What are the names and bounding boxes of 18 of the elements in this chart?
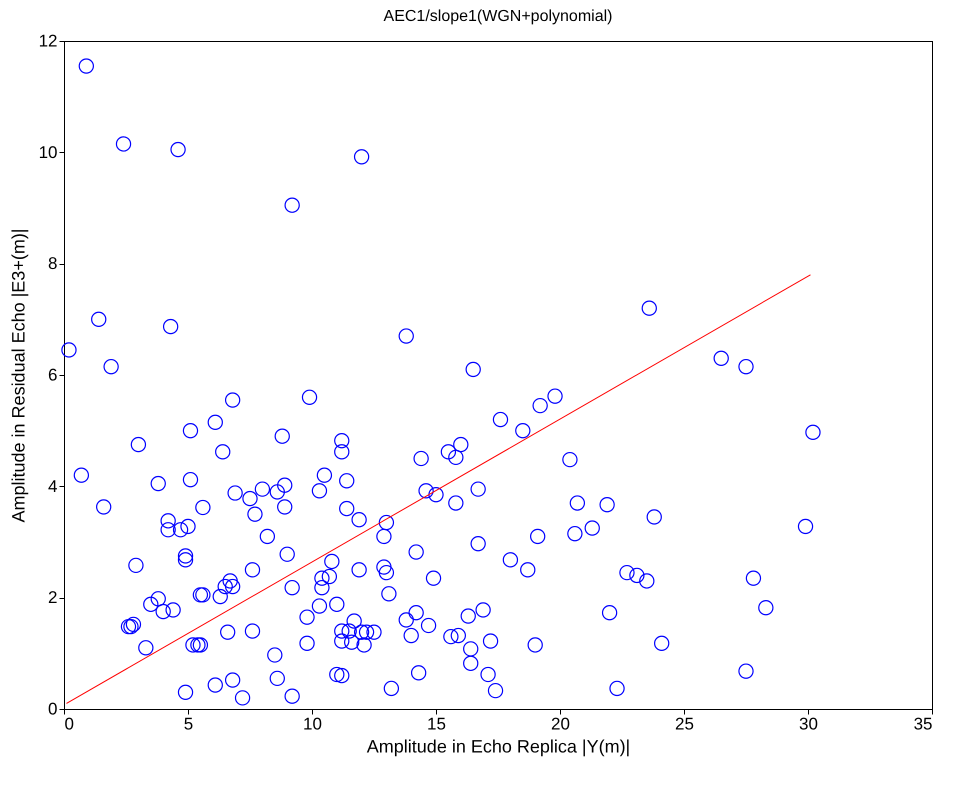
y-axis-title: Amplitude in Residual Echo |E3+(m)| [8,228,29,522]
x-tick-label: 35 [914,714,932,734]
x-tick-label: 15 [427,714,446,734]
x-tick-label: 10 [303,714,322,734]
y-tick-label: 0 [48,700,58,718]
x-tick-label: 30 [799,714,818,734]
y-tick-label: 4 [48,476,58,496]
y-tick-label: 10 [38,142,58,162]
x-tick-label: 20 [551,714,570,734]
chart-title: AEC1/slope1(WGN+polynomial) [384,8,612,25]
y-tick-label: 12 [38,32,58,50]
y-tick-label: 8 [48,254,58,274]
y-tick-label: 2 [48,588,58,608]
y-tick-label: 6 [48,366,58,384]
x-tick-label: 0 [64,714,74,734]
x-axis-title: Amplitude in Echo Replica |Y(m)| [366,736,630,756]
x-tick-label: 25 [675,714,694,734]
x-tick-label: 5 [184,714,194,734]
